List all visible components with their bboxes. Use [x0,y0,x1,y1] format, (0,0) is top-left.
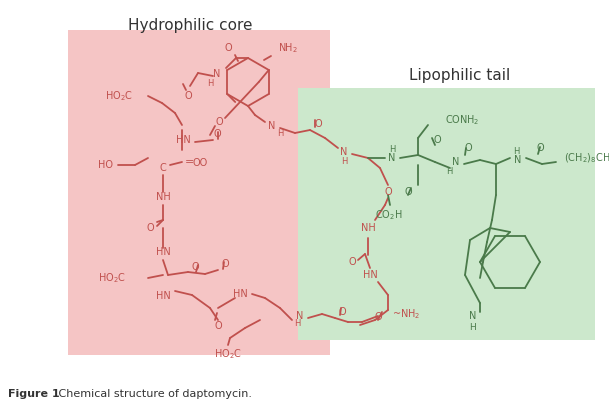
Text: O: O [184,91,192,101]
Text: O: O [404,187,412,197]
Text: N: N [340,147,348,157]
Text: HO$_2$C: HO$_2$C [98,271,126,285]
Text: Hydrophilic core: Hydrophilic core [128,18,252,33]
Text: O: O [224,43,232,53]
Text: ~NH$_2$: ~NH$_2$ [392,307,420,321]
Text: N: N [269,121,276,131]
Text: N: N [470,311,477,321]
Text: H: H [513,148,519,157]
Text: O: O [191,262,199,272]
Text: HN: HN [156,247,171,257]
Text: O: O [213,129,221,139]
Text: H: H [277,130,283,139]
Text: O: O [374,312,382,322]
Text: C: C [160,163,166,173]
Text: H: H [341,157,347,166]
Text: H: H [389,146,395,155]
Text: NH: NH [361,223,375,233]
Text: Chemical structure of daptomycin.: Chemical structure of daptomycin. [55,389,252,399]
Text: O: O [384,187,392,197]
Text: NH: NH [156,192,171,202]
Text: HN: HN [175,135,191,145]
Text: N: N [297,311,304,321]
Bar [298,88,595,340]
Text: (CH$_2$)$_8$CH$_3$: (CH$_2$)$_8$CH$_3$ [564,151,609,165]
Text: O: O [433,135,441,145]
Text: O: O [338,307,346,317]
Text: O: O [215,117,223,127]
Text: H: H [446,166,452,175]
Text: H: H [294,319,300,328]
Text: HN: HN [362,270,378,280]
Text: N: N [452,157,460,167]
Text: CO$_2$H: CO$_2$H [375,208,403,222]
Text: O: O [314,119,322,129]
Text: O: O [348,257,356,267]
Text: HO$_2$C: HO$_2$C [214,347,242,361]
Text: CONH$_2$: CONH$_2$ [445,113,479,127]
Text: HO: HO [98,160,113,170]
Text: H: H [470,323,476,332]
Text: O: O [464,143,472,153]
Text: HN: HN [156,291,171,301]
Text: N: N [213,69,220,79]
Text: HO$_2$C: HO$_2$C [105,89,133,103]
Text: OO: OO [192,158,208,168]
Text: O: O [221,259,229,269]
Text: O: O [536,143,544,153]
Text: H: H [206,79,213,88]
Text: NH$_2$: NH$_2$ [278,41,298,55]
Text: N: N [515,155,522,165]
Text: Lipophilic tail: Lipophilic tail [409,68,510,83]
Text: =: = [185,157,195,167]
Text: O: O [214,321,222,331]
Text: HN: HN [233,289,247,299]
Text: N: N [389,153,396,163]
Text: O: O [146,223,154,233]
Bar [68,30,330,355]
Text: Figure 1: Figure 1 [8,389,60,399]
